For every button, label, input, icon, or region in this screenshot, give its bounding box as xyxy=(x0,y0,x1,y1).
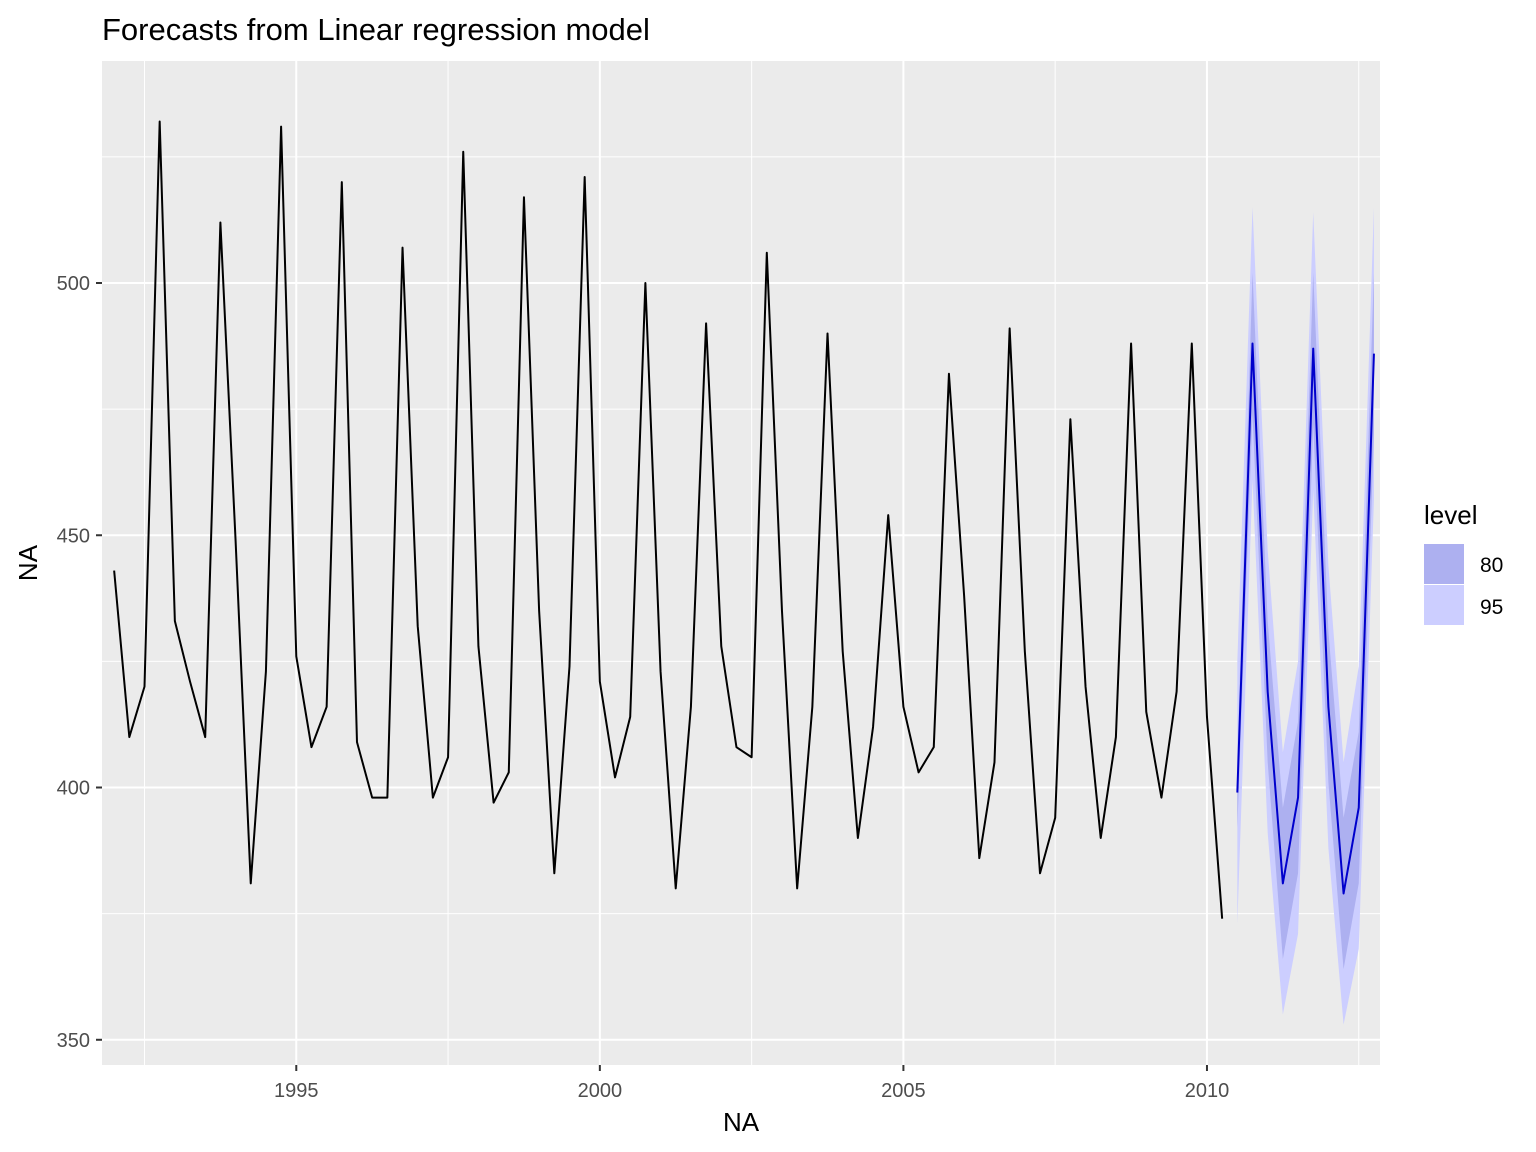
x-tick-label: 2000 xyxy=(578,1080,623,1102)
legend-label-95: 95 xyxy=(1480,596,1503,619)
y-tick-label: 500 xyxy=(57,273,90,295)
legend-key-80 xyxy=(1424,544,1464,584)
series-lines xyxy=(113,120,1375,919)
y-tick-label: 400 xyxy=(57,778,90,800)
x-axis-title: NA xyxy=(723,1107,760,1137)
y-tick-label: 350 xyxy=(57,1030,90,1052)
chart-title: Forecasts from Linear regression model xyxy=(102,12,650,47)
y-tick-label: 450 xyxy=(57,525,90,547)
x-tick-label: 2010 xyxy=(1185,1080,1230,1102)
y-axis-title: NA xyxy=(13,544,43,581)
forecast-mean-line xyxy=(1236,342,1375,895)
x-tick-label: 2005 xyxy=(881,1080,926,1102)
legend-title: level xyxy=(1424,500,1477,530)
forecast-intervals xyxy=(1237,207,1374,1025)
major-gridlines xyxy=(102,61,1380,1065)
x-tick-label: 1995 xyxy=(274,1080,319,1102)
band-80 xyxy=(1237,272,1374,970)
y-axis-ticks: 350 400 450 500 xyxy=(57,273,102,1052)
x-axis-ticks: 1995 2000 2005 2010 xyxy=(274,1065,1229,1102)
minor-gridlines xyxy=(102,61,1380,1065)
legend-key-95 xyxy=(1424,585,1464,625)
plot-panel xyxy=(102,61,1380,1065)
legend: level 80 95 xyxy=(1424,500,1503,625)
legend-label-80: 80 xyxy=(1480,554,1503,577)
history-line xyxy=(113,120,1224,919)
